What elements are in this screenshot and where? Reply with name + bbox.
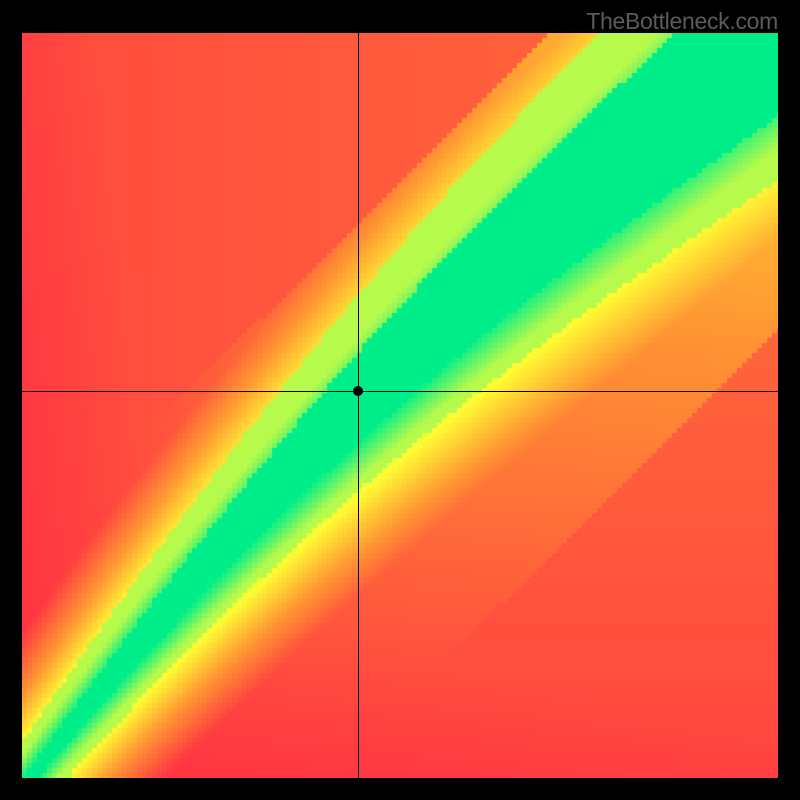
crosshair-marker xyxy=(353,386,363,396)
crosshair-vertical xyxy=(358,33,359,778)
watermark-text: TheBottleneck.com xyxy=(586,8,778,35)
heatmap-plot xyxy=(22,33,778,778)
crosshair-horizontal xyxy=(22,391,778,392)
heatmap-canvas xyxy=(22,33,778,778)
